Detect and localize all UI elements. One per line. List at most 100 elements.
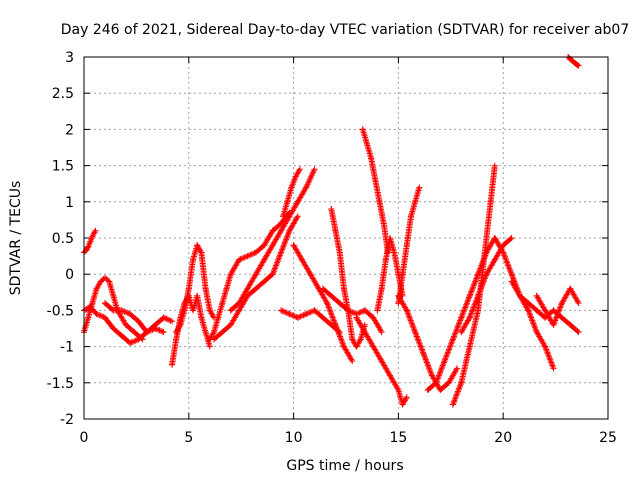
series-track-20	[424, 235, 498, 394]
x-tick-label: 25	[599, 430, 617, 446]
data-point	[194, 292, 201, 299]
series-interpolated-trace	[533, 285, 581, 328]
data-point	[206, 307, 213, 314]
data-point	[458, 329, 465, 336]
data-point	[533, 292, 540, 299]
data-point	[101, 314, 108, 321]
data-point	[303, 311, 310, 318]
data-point	[558, 300, 565, 307]
data-point	[169, 318, 176, 325]
data-point	[210, 336, 217, 343]
data-point	[252, 249, 259, 256]
data-point	[332, 321, 339, 328]
data-point	[382, 256, 389, 263]
data-point	[135, 318, 142, 325]
data-point	[475, 292, 482, 299]
data-point	[290, 242, 297, 249]
series-track-16	[353, 314, 410, 408]
data-point	[194, 242, 201, 249]
series-track-7	[206, 209, 293, 343]
series-interpolated-trace	[359, 126, 391, 254]
data-point	[533, 307, 540, 314]
x-axis-label: GPS time / hours	[286, 458, 403, 474]
data-point	[85, 314, 92, 321]
data-point	[261, 278, 268, 285]
data-point	[516, 292, 523, 299]
x-tick-labels: 0 5 10 15 20 25	[80, 430, 617, 446]
data-point	[525, 300, 532, 307]
grid-lines	[84, 57, 608, 419]
data-point	[508, 235, 515, 241]
plot-frame	[83, 56, 609, 420]
data-point	[407, 213, 414, 220]
series-track-1	[81, 227, 99, 256]
data-point	[336, 249, 343, 256]
data-point	[278, 307, 285, 314]
data-point	[202, 285, 209, 292]
data-point	[403, 394, 410, 401]
data-point	[236, 256, 243, 263]
data-point	[280, 213, 287, 220]
data-point	[288, 184, 295, 191]
data-point	[363, 140, 370, 147]
data-point	[378, 329, 385, 336]
data-point	[399, 271, 406, 278]
data-point	[198, 249, 205, 256]
data-point	[87, 303, 94, 310]
data-point	[307, 271, 314, 278]
data-point	[387, 372, 394, 379]
data-point	[332, 227, 339, 234]
y-tick-label: 3	[65, 50, 74, 66]
data-point	[353, 314, 360, 321]
series-track-12	[290, 242, 356, 365]
data-point	[101, 274, 108, 281]
series-track-4	[101, 300, 176, 336]
data-point	[92, 227, 99, 234]
data-point	[286, 227, 293, 234]
data-point	[131, 329, 138, 336]
data-point	[458, 314, 465, 321]
data-point	[152, 321, 159, 328]
series-track-18	[395, 184, 423, 307]
data-point	[286, 213, 293, 220]
data-point	[374, 307, 381, 314]
y-tick-label: -1	[60, 340, 74, 356]
series-track-17	[374, 235, 406, 314]
data-point	[424, 387, 431, 394]
data-point	[215, 314, 222, 321]
y-tick-label: 1	[65, 195, 74, 211]
y-tick-label: -1.5	[47, 376, 74, 392]
data-point	[319, 285, 326, 292]
data-point	[336, 300, 343, 307]
y-tick-label: 1.5	[52, 159, 74, 175]
data-point	[286, 311, 293, 318]
data-point	[449, 336, 456, 343]
data-point	[370, 314, 377, 321]
data-point	[433, 379, 440, 386]
data-point	[227, 307, 234, 314]
data-point	[127, 339, 134, 346]
series-track-26	[565, 54, 582, 69]
series-track-23	[491, 235, 557, 372]
data-point	[378, 358, 385, 365]
data-point	[376, 198, 383, 205]
data-point	[292, 173, 299, 180]
data-point	[269, 227, 276, 234]
data-point	[567, 285, 574, 292]
data-point	[416, 184, 423, 191]
data-point	[303, 184, 310, 191]
data-point	[278, 249, 285, 256]
data-point	[328, 292, 335, 299]
x-tick-label: 5	[184, 430, 193, 446]
data-point	[118, 307, 125, 314]
data-point	[278, 227, 285, 234]
data-point	[345, 307, 352, 314]
data-point	[454, 365, 461, 372]
data-point	[368, 155, 375, 162]
series-track-25	[533, 285, 582, 328]
series-interpolated-trace	[81, 229, 98, 256]
data-point	[231, 263, 238, 270]
data-point	[206, 343, 213, 350]
data-point	[328, 206, 335, 213]
